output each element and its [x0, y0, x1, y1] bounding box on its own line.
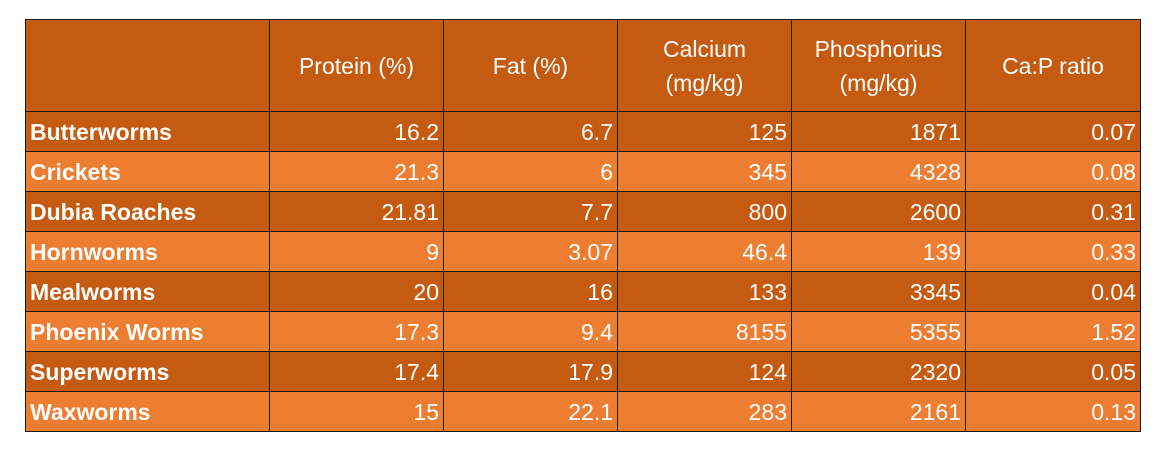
row-label: Waxworms: [25, 391, 270, 432]
table-row: Dubia Roaches 21.81 7.7 800 2600 0.31: [25, 191, 1141, 232]
ratio-cell: 0.04: [965, 271, 1141, 312]
table-row: Mealworms 20 16 133 3345 0.04: [25, 271, 1141, 312]
header-row: Protein (%) Fat (%) Calcium (mg/kg) Phos…: [25, 19, 1141, 112]
fat-cell: 9.4: [443, 311, 618, 352]
fat-cell: 6: [443, 151, 618, 192]
calcium-cell: 8155: [617, 311, 792, 352]
calcium-cell: 800: [617, 191, 792, 232]
calcium-cell: 133: [617, 271, 792, 312]
ratio-cell: 0.33: [965, 231, 1141, 272]
phosphorus-cell: 2320: [791, 351, 966, 392]
protein-cell: 16.2: [269, 111, 444, 152]
ratio-cell: 0.07: [965, 111, 1141, 152]
row-label: Hornworms: [25, 231, 270, 272]
header-cell-phosphorus: Phosphorius (mg/kg): [791, 19, 966, 112]
row-label: Butterworms: [25, 111, 270, 152]
header-cell-protein: Protein (%): [269, 19, 444, 112]
nutrition-table: Protein (%) Fat (%) Calcium (mg/kg) Phos…: [25, 19, 1141, 432]
header-cell-ratio: Ca:P ratio: [965, 19, 1141, 112]
phosphorus-cell: 3345: [791, 271, 966, 312]
table-row: Phoenix Worms 17.3 9.4 8155 5355 1.52: [25, 311, 1141, 352]
header-cell-calcium: Calcium (mg/kg): [617, 19, 792, 112]
calcium-cell: 125: [617, 111, 792, 152]
protein-cell: 9: [269, 231, 444, 272]
header-cell-blank: [25, 19, 270, 112]
table-row: Waxworms 15 22.1 283 2161 0.13: [25, 391, 1141, 432]
phosphorus-cell: 2600: [791, 191, 966, 232]
phosphorus-cell: 1871: [791, 111, 966, 152]
calcium-cell: 345: [617, 151, 792, 192]
fat-cell: 7.7: [443, 191, 618, 232]
ratio-cell: 1.52: [965, 311, 1141, 352]
table-row: Crickets 21.3 6 345 4328 0.08: [25, 151, 1141, 192]
protein-cell: 21.3: [269, 151, 444, 192]
table-row: Butterworms 16.2 6.7 125 1871 0.07: [25, 111, 1141, 152]
calcium-cell: 46.4: [617, 231, 792, 272]
row-label: Superworms: [25, 351, 270, 392]
fat-cell: 17.9: [443, 351, 618, 392]
table-row: Hornworms 9 3.07 46.4 139 0.33: [25, 231, 1141, 272]
row-label: Crickets: [25, 151, 270, 192]
phosphorus-cell: 5355: [791, 311, 966, 352]
protein-cell: 20: [269, 271, 444, 312]
fat-cell: 22.1: [443, 391, 618, 432]
calcium-cell: 283: [617, 391, 792, 432]
protein-cell: 17.3: [269, 311, 444, 352]
phosphorus-cell: 2161: [791, 391, 966, 432]
protein-cell: 17.4: [269, 351, 444, 392]
protein-cell: 21.81: [269, 191, 444, 232]
ratio-cell: 0.31: [965, 191, 1141, 232]
phosphorus-cell: 139: [791, 231, 966, 272]
ratio-cell: 0.05: [965, 351, 1141, 392]
ratio-cell: 0.13: [965, 391, 1141, 432]
protein-cell: 15: [269, 391, 444, 432]
row-label: Dubia Roaches: [25, 191, 270, 232]
fat-cell: 3.07: [443, 231, 618, 272]
calcium-cell: 124: [617, 351, 792, 392]
table-row: Superworms 17.4 17.9 124 2320 0.05: [25, 351, 1141, 392]
row-label: Phoenix Worms: [25, 311, 270, 352]
fat-cell: 6.7: [443, 111, 618, 152]
fat-cell: 16: [443, 271, 618, 312]
row-label: Mealworms: [25, 271, 270, 312]
phosphorus-cell: 4328: [791, 151, 966, 192]
header-cell-fat: Fat (%): [443, 19, 618, 112]
ratio-cell: 0.08: [965, 151, 1141, 192]
